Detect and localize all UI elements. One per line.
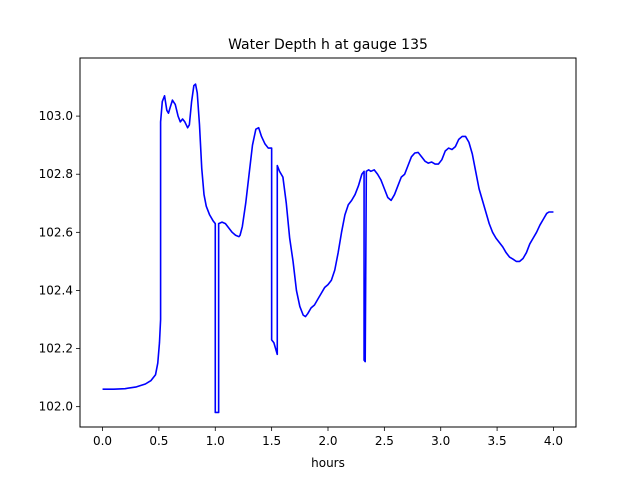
y-tick-label: 102.2 <box>39 342 73 356</box>
x-tick-label: 3.0 <box>431 434 450 448</box>
y-tick-label: 102.8 <box>39 167 73 181</box>
y-tick-label: 102.0 <box>39 400 73 414</box>
chart-title: Water Depth h at gauge 135 <box>228 37 428 53</box>
x-axis-ticks: 0.0 0.5 1.0 1.5 2.0 2.5 3.0 3.5 4.0 <box>93 427 563 448</box>
series-line-water-depth <box>102 83 554 414</box>
x-tick-label: 3.5 <box>488 434 507 448</box>
y-tick-label: 102.4 <box>39 283 73 297</box>
x-tick-label: 2.0 <box>318 434 337 448</box>
x-tick-label: 1.5 <box>262 434 281 448</box>
x-tick-label: 0.0 <box>93 434 112 448</box>
x-tick-label: 2.5 <box>375 434 394 448</box>
y-tick-label: 103.0 <box>39 109 73 123</box>
x-tick-label: 0.5 <box>149 434 168 448</box>
x-axis-label: hours <box>311 456 345 470</box>
x-tick-label: 4.0 <box>544 434 563 448</box>
x-tick-label: 1.0 <box>206 434 225 448</box>
y-axis-ticks: 102.0 102.2 102.4 102.6 102.8 103.0 <box>39 109 80 414</box>
y-tick-label: 102.6 <box>39 225 73 239</box>
